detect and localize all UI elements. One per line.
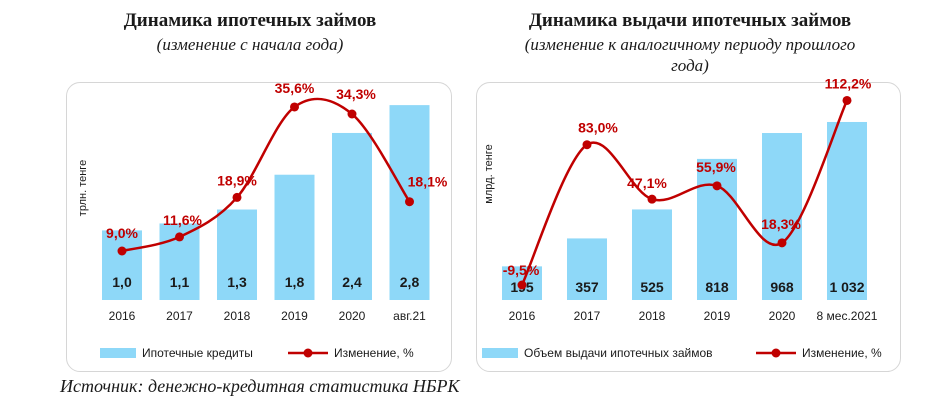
right-change-label-2020: 18,3% [761,216,801,232]
right-change-point-2016 [517,280,527,290]
right-chart-subtitle-line1: (изменение к аналогичному периоду прошло… [524,35,856,54]
right-bar-value-2020: 968 [770,279,794,295]
left-category-2016: 2016 [109,309,136,323]
left-bar-value-2016: 1,0 [112,274,132,290]
right-change-point-8 мес.2021 [842,95,852,105]
left-legend-line-marker [303,348,313,358]
right-bar-2018 [632,209,672,300]
left-change-label-2020: 34,3% [336,86,376,102]
left-change-point-2020 [347,109,357,119]
left-bar-2016 [102,230,142,300]
right-category-2016: 2016 [509,309,536,323]
left-change-point-2019 [290,102,299,112]
left-legend-bar-label: Ипотечные кредиты [142,346,253,360]
left-category-2019: 2019 [281,309,308,323]
left-category-2017: 2017 [166,309,193,323]
left-bar-2018 [217,209,257,300]
right-change-label-2019: 55,9% [696,159,736,175]
left-bar-value-авг.21: 2,8 [400,274,420,290]
left-change-label-2017: 11,6% [163,212,202,228]
left-change-label-2018: 18,9% [217,172,257,188]
left-chart-subtitle: (изменение с начала года) [156,35,344,54]
right-category-2017: 2017 [574,309,601,323]
left-bar-value-2019: 1,8 [285,274,305,290]
right-change-point-2019 [712,181,722,191]
right-bar-value-8 мес.2021: 1 032 [829,279,864,295]
right-change-point-2018 [647,194,657,204]
right-category-8 мес.2021: 8 мес.2021 [817,309,878,323]
left-legend-bar-swatch [100,348,136,358]
right-chart-subtitle-line2: года) [671,56,709,75]
right-y-axis-label: млрд. тенге [483,144,495,203]
right-legend-line-label: Изменение, % [802,346,882,360]
left-bar-2020 [332,132,372,300]
left-legend-line-label: Изменение, % [334,346,414,360]
right-bar-2017 [567,238,607,300]
left-change-label-2016: 9,0% [106,225,138,241]
left-category-2018: 2018 [224,309,251,323]
left-category-2020: 2020 [339,309,366,323]
left-chart-title: Динамика ипотечных займов [123,10,377,31]
left-bar-value-2020: 2,4 [342,274,362,290]
right-legend-bar-label: Объем выдачи ипотечных займов [524,346,713,360]
right-legend-bar-swatch [482,348,518,358]
right-chart-frame [476,82,901,372]
right-bar-2020 [762,133,802,300]
right-category-2019: 2019 [704,309,731,323]
source-note: Источник: денежно-кредитная статистика Н… [60,376,460,396]
left-change-label-2019: 35,6% [275,80,315,96]
left-change-point-авг.21 [405,197,414,207]
left-y-axis-label: трлн. тенге [77,160,89,216]
left-change-point-2017 [175,232,184,242]
right-change-point-2020 [777,238,787,248]
left-chart-frame [66,82,452,372]
right-change-label-8 мес.2021: 112,2% [825,75,872,91]
right-change-label-2018: 47,1% [627,175,667,191]
right-legend-line-marker [771,348,781,358]
right-chart-title: Динамика выдачи ипотечных займов [528,10,852,31]
left-category-авг.21: авг.21 [393,309,426,323]
left-bar-value-2017: 1,1 [170,274,190,290]
right-category-2018: 2018 [639,309,666,323]
left-change-point-2016 [117,246,127,256]
right-change-line [520,99,849,286]
right-bar-8 мес.2021 [827,121,867,300]
left-change-point-2018 [232,192,242,202]
right-change-label-2017: 83,0% [578,120,618,136]
right-category-2020: 2020 [769,309,796,323]
left-bar-value-2018: 1,3 [227,274,247,290]
right-bar-value-2018: 525 [640,279,664,295]
left-bar-2019 [274,174,315,300]
right-bar-value-2017: 357 [575,279,599,295]
right-change-point-2017 [582,140,592,150]
right-bar-value-2019: 818 [705,279,729,295]
left-change-label-авг.21: 18,1% [408,174,448,190]
right-change-label-2016: -9,5% [503,262,540,278]
